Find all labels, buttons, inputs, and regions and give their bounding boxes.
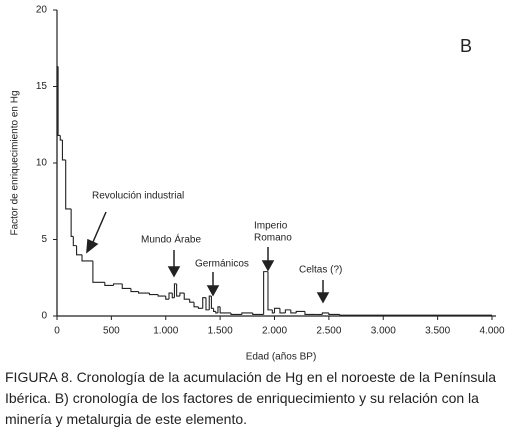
- step-segment: [328, 312, 340, 316]
- step-segment: [183, 293, 190, 300]
- step-segment: [148, 293, 159, 296]
- panel-label: B: [460, 36, 472, 56]
- x-tick-label: 4.000: [479, 326, 504, 337]
- step-segment: [113, 283, 123, 286]
- step-segment: [241, 312, 253, 315]
- step-segment: [279, 308, 286, 314]
- step-segment: [176, 283, 180, 297]
- step-segment: [213, 308, 216, 312]
- step-segment: [165, 296, 170, 300]
- step-segment: [121, 283, 131, 290]
- annotation: Mundo Árabe: [141, 233, 201, 246]
- step-segment: [72, 236, 77, 247]
- step-segment: [271, 309, 275, 314]
- step-segment: [202, 297, 206, 309]
- step-segment: [304, 311, 316, 316]
- step-segment: [263, 271, 268, 315]
- step-segment: [284, 309, 291, 313]
- caption: FIGURA 8. Cronología de la acumulación d…: [5, 369, 496, 385]
- annotation: Romano: [254, 233, 292, 244]
- step-segment: [321, 312, 329, 315]
- step-segment: [173, 283, 177, 298]
- x-tick-label: 2.000: [262, 326, 287, 337]
- annotation: Germánicos: [195, 259, 249, 270]
- y-tick-label: 15: [36, 81, 48, 92]
- step-segment: [252, 312, 264, 316]
- step-segment: [70, 208, 74, 237]
- step-segment: [219, 306, 231, 314]
- x-tick-label: 3.500: [425, 326, 450, 337]
- step-segment: [267, 271, 273, 311]
- x-tick-label: 1.000: [153, 326, 178, 337]
- x-tick-label: 500: [103, 326, 120, 337]
- annotation: Celtas (?): [299, 265, 342, 276]
- step-segment: [339, 314, 492, 316]
- x-axis-label: Edad (años BP): [246, 352, 317, 363]
- step-segment: [81, 254, 93, 262]
- y-tick-label: 0: [41, 311, 47, 322]
- arrowhead: [86, 238, 99, 254]
- step-segment: [205, 297, 210, 311]
- arrows: [86, 211, 330, 304]
- step-segment: [189, 299, 195, 303]
- arrowhead: [261, 260, 275, 272]
- y-tick-label: 5: [41, 234, 47, 245]
- y-tick-label: 20: [36, 5, 48, 16]
- x-tick-label: 1.500: [208, 326, 233, 337]
- step-segment: [171, 293, 175, 299]
- caption: Ibérica. B) cronología de los factores d…: [5, 390, 479, 406]
- step-segment: [295, 310, 305, 313]
- step-segment: [230, 312, 242, 316]
- step-segment: [179, 292, 185, 297]
- step-segment: [57, 66, 61, 137]
- step-segment: [168, 292, 173, 300]
- step-segment: [215, 311, 218, 314]
- step-segment: [138, 291, 150, 294]
- step-segment: [193, 302, 199, 308]
- step-segment: [157, 294, 166, 297]
- step-segment: [61, 140, 66, 161]
- step-segment: [273, 307, 280, 313]
- y-axis-label: Factor de enriquecimiento en Hg: [10, 90, 21, 235]
- annotation: Revolución industrial: [92, 191, 184, 202]
- step-segment: [210, 296, 214, 309]
- caption: minería y metalurgia de este elemento.: [5, 411, 247, 427]
- step-segment: [208, 295, 212, 310]
- step-segment: [104, 282, 114, 286]
- annotation: Imperio: [254, 221, 288, 232]
- arrow: [92, 211, 107, 243]
- y-tick-label: 10: [36, 158, 48, 169]
- arrowhead: [316, 292, 330, 304]
- step-segment: [197, 306, 203, 309]
- x-tick-label: 0: [54, 326, 60, 337]
- arrowhead: [206, 285, 220, 297]
- step-segment: [92, 260, 105, 283]
- x-tick-label: 2.500: [316, 326, 341, 337]
- step-segment: [130, 288, 139, 293]
- x-tick-label: 3.000: [371, 326, 396, 337]
- step-segment: [59, 135, 63, 141]
- arrowhead: [167, 266, 181, 278]
- step-segment: [76, 245, 83, 256]
- step-segment: [65, 159, 72, 210]
- step-segment: [217, 306, 221, 313]
- step-segment: [290, 309, 297, 314]
